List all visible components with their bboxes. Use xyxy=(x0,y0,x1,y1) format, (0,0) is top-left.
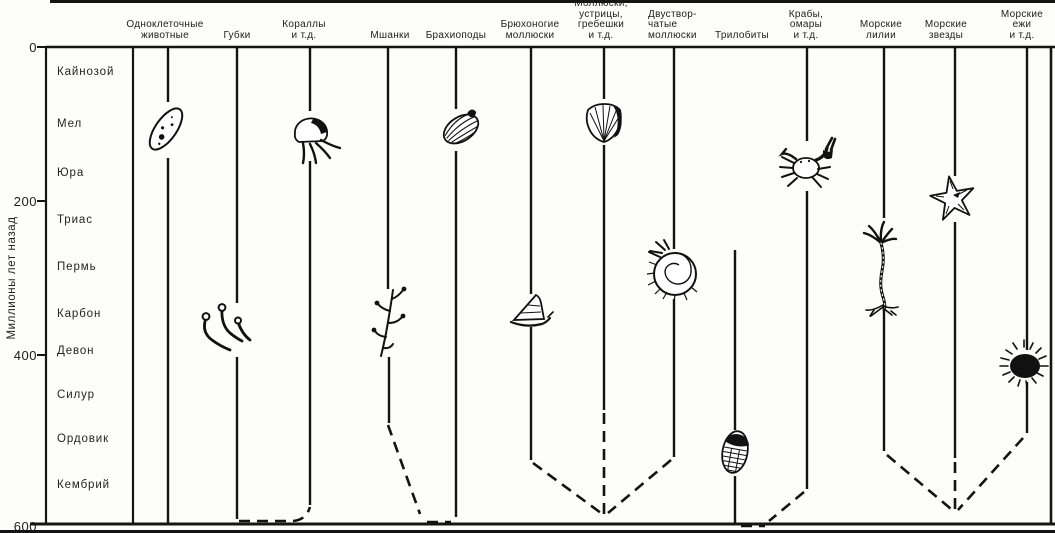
protozoan-icon xyxy=(148,107,184,151)
sea-urchin-icon xyxy=(999,339,1049,388)
sponge-icon xyxy=(201,303,252,352)
period-ordovician: Ордовик xyxy=(57,433,110,445)
scallop-icon xyxy=(585,103,622,143)
period-carboniferous: Карбон xyxy=(57,308,102,320)
col-label-trilobites: Трилобиты xyxy=(715,29,769,41)
period-jurassic: Юра xyxy=(57,167,85,179)
col-label-crinoids: Морские лилии xyxy=(859,19,903,41)
col-label-crabs: Крабы, омары и т.д. xyxy=(788,8,824,41)
nautilus-icon xyxy=(646,239,698,303)
crab-icon xyxy=(778,136,837,188)
coral-icon xyxy=(293,117,342,165)
col-label-bryozoans: Мшанки xyxy=(370,29,410,41)
col-label-starfish: Морские звезды xyxy=(924,19,968,41)
scan-border-top xyxy=(50,0,1055,3)
period-cenozoic: Кайнозой xyxy=(57,66,115,78)
bryozoan-icon xyxy=(371,286,407,357)
col-label-corals: Кораллы и т.д. xyxy=(282,19,326,41)
ancestry-dashes-urchins xyxy=(957,437,1024,511)
ancestry-dashes-sponges-corals xyxy=(239,506,312,523)
col-label-brachiopods: Брахиоподы xyxy=(425,29,487,41)
col-label-mollusks: Моллюски, устрицы, гребешки и т.д. xyxy=(574,0,628,41)
period-devonian: Девон xyxy=(57,345,95,357)
scan-border-bottom xyxy=(0,530,1055,533)
tick-marks xyxy=(37,46,46,525)
lifeline-bryozoans xyxy=(386,47,391,423)
period-triassic: Триас xyxy=(57,214,93,226)
period-permian: Пермь xyxy=(57,261,97,273)
ancestry-dashes-gastropods xyxy=(532,461,602,515)
period-silurian: Силур xyxy=(57,389,95,401)
tick-400: 400 xyxy=(13,348,37,363)
col-label-sponges: Губки xyxy=(223,29,251,41)
col-label-gastropods: Брюхоногие моллюски xyxy=(500,19,560,41)
tick-200: 200 xyxy=(13,194,37,209)
period-cretaceous: Мел xyxy=(57,118,83,130)
brachiopod-icon xyxy=(442,109,480,145)
starfish-icon xyxy=(929,175,975,221)
ancestry-dashes-bivalves xyxy=(607,459,672,514)
trilobite-icon xyxy=(721,430,749,474)
ancestry-dashes-bryozoans xyxy=(386,424,451,524)
col-label-urchins: Морские ежи и т.д. xyxy=(1000,8,1044,41)
ancestry-dashes-crinoids xyxy=(886,454,952,510)
gastropod-snail-icon xyxy=(509,293,554,327)
col-label-bivalves: Двуствор- чатые моллюски xyxy=(648,8,697,41)
crinoid-icon xyxy=(862,220,899,317)
ancestry-dashes-crabs xyxy=(768,490,805,523)
col-label-protozoa: Одноклеточные животные xyxy=(126,19,204,41)
period-cambrian: Кембрий xyxy=(57,479,111,491)
tick-0: 0 xyxy=(29,40,37,55)
